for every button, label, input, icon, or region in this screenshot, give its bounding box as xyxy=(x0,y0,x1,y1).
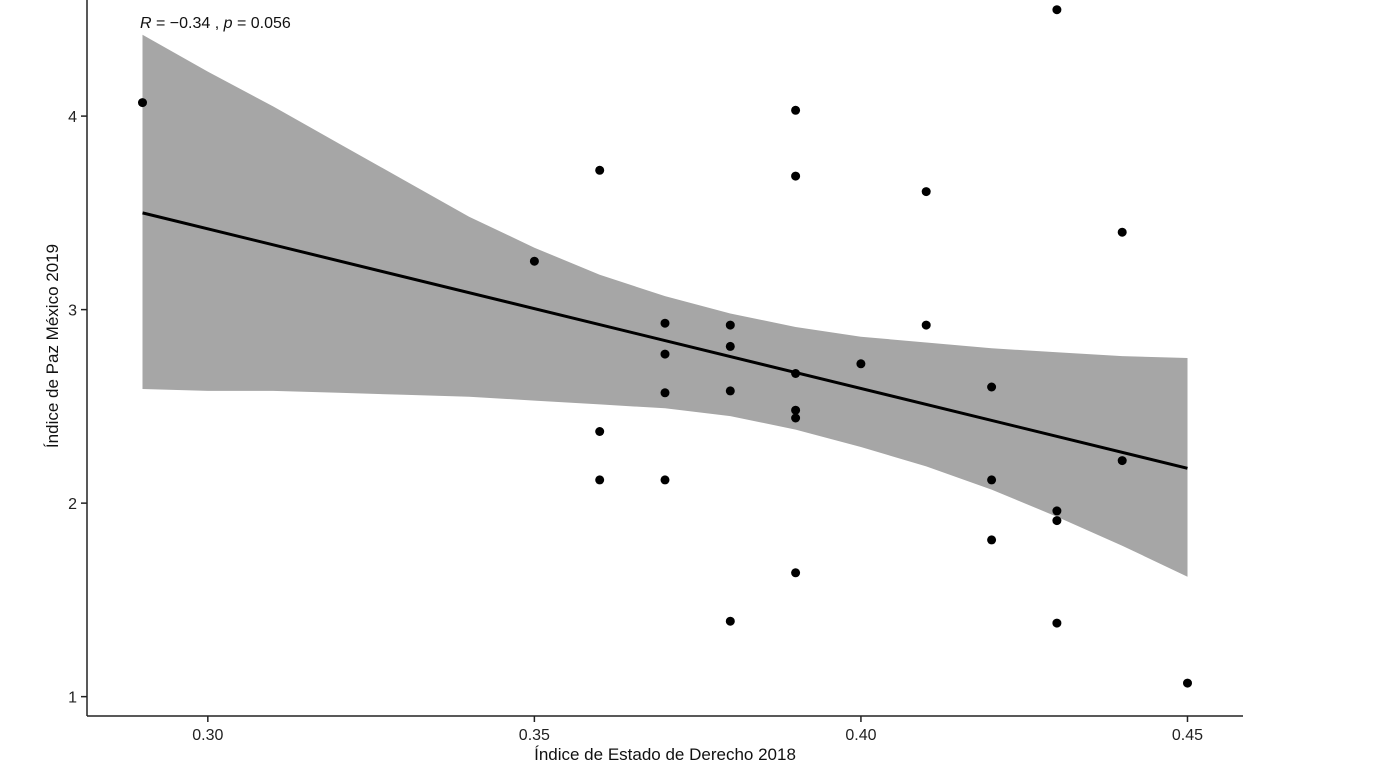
data-point-29 xyxy=(1052,618,1062,628)
data-point-23 xyxy=(987,382,997,392)
data-point-21 xyxy=(921,187,931,197)
y-axis-ticks: 1 2 3 4 xyxy=(68,109,87,707)
p-value: = 0.056 xyxy=(233,15,291,32)
data-point-19 xyxy=(791,568,801,578)
x-axis-ticks: 0.30 0.35 0.40 0.45 xyxy=(192,716,1203,744)
correlation-annotation: R = −0.34 , p = 0.056 xyxy=(140,15,291,32)
data-point-30 xyxy=(1117,227,1127,237)
data-point-15 xyxy=(791,171,801,181)
data-point-27 xyxy=(1052,506,1062,516)
data-point-24 xyxy=(987,475,997,485)
r-value: = −0.34 , xyxy=(152,15,224,32)
y-axis-title: Índice de Paz México 2019 xyxy=(43,244,62,448)
data-point-17 xyxy=(791,405,801,415)
data-point-25 xyxy=(987,535,997,545)
data-point-4 xyxy=(595,427,605,436)
y-tick-label: 1 xyxy=(68,690,77,707)
confidence-band xyxy=(142,34,1188,577)
data-point-1 xyxy=(138,98,147,108)
x-tick-label: 0.45 xyxy=(1172,727,1203,744)
data-point-13 xyxy=(725,616,735,626)
data-point-7 xyxy=(660,349,670,359)
regression-line xyxy=(142,211,1188,470)
data-point-16 xyxy=(791,369,801,378)
data-point-22 xyxy=(921,320,931,330)
y-tick-label: 2 xyxy=(68,496,77,513)
data-point-18 xyxy=(791,413,801,423)
y-tick-label: 4 xyxy=(68,109,77,126)
r-symbol: R xyxy=(140,15,152,32)
y-tick-label: 3 xyxy=(68,303,77,320)
data-point-26 xyxy=(1052,5,1062,15)
data-point-32 xyxy=(1183,678,1192,688)
data-point-9 xyxy=(660,475,670,485)
x-tick-label: 0.40 xyxy=(845,727,876,744)
data-point-31 xyxy=(1117,456,1127,466)
p-symbol: p xyxy=(223,15,233,32)
data-point-12 xyxy=(725,386,735,396)
data-point-20 xyxy=(856,359,866,369)
data-point-8 xyxy=(660,388,670,398)
x-axis-title: Índice de Estado de Derecho 2018 xyxy=(534,745,796,764)
data-point-10 xyxy=(725,320,735,330)
data-point-14 xyxy=(791,105,801,115)
x-tick-label: 0.30 xyxy=(192,727,223,744)
data-point-2 xyxy=(529,256,539,266)
data-point-11 xyxy=(725,341,735,351)
data-point-5 xyxy=(595,475,605,485)
data-point-3 xyxy=(595,165,605,175)
data-point-28 xyxy=(1052,516,1062,526)
scatter-points xyxy=(138,5,1192,688)
x-tick-label: 0.35 xyxy=(519,727,550,744)
data-point-6 xyxy=(660,318,670,328)
